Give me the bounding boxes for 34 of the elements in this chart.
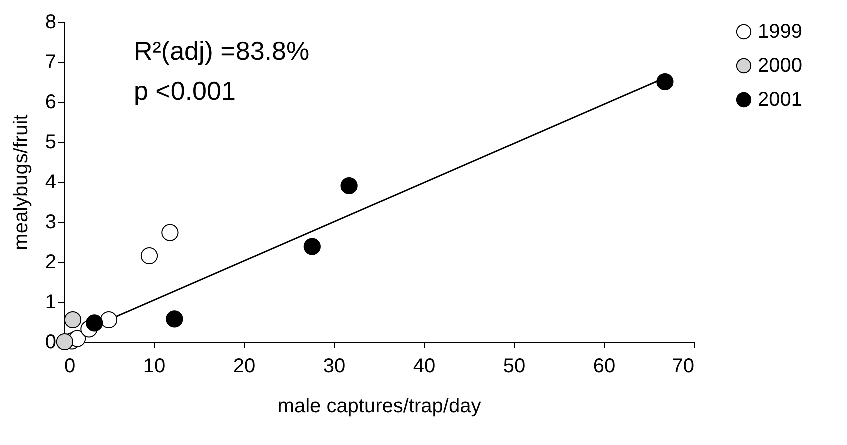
annotation: R²(adj) =83.8% (134, 36, 310, 66)
x-tick-label: 10 (143, 356, 166, 378)
point (162, 224, 179, 242)
x-tick-label: 0 (64, 356, 76, 378)
y-axis-title: mealybugs/fruit (10, 114, 32, 250)
point (304, 238, 321, 256)
point (656, 73, 674, 91)
y-tick-label: 5 (45, 132, 56, 154)
x-tick-label: 70 (672, 356, 694, 378)
y-tick-label: 8 (45, 12, 56, 34)
point (340, 177, 358, 195)
x-tick-label: 40 (413, 356, 436, 378)
point (166, 310, 184, 328)
point (56, 333, 74, 351)
x-tick-label: 50 (503, 356, 526, 378)
y-tick-label: 2 (45, 252, 56, 274)
y-tick-label: 7 (45, 52, 56, 74)
point (64, 311, 82, 329)
x-tick-label: 60 (593, 356, 616, 378)
y-tick-label: 6 (45, 92, 56, 114)
legend-label: 2001 (758, 89, 802, 111)
y-tick-label: 4 (45, 172, 56, 194)
legend-label: 2000 (758, 55, 802, 77)
y-tick-label: 3 (45, 212, 56, 234)
point (140, 247, 158, 265)
y-tick-label: 0 (45, 332, 56, 354)
annotation: p <0.001 (134, 76, 236, 106)
x-tick-label: 20 (233, 356, 256, 378)
y-tick-label: 1 (45, 292, 56, 314)
legend-label: 1999 (758, 21, 802, 43)
x-axis-title: male captures/trap/day (278, 396, 482, 418)
point (86, 314, 104, 332)
point (100, 311, 118, 329)
x-tick-label: 30 (323, 356, 346, 378)
